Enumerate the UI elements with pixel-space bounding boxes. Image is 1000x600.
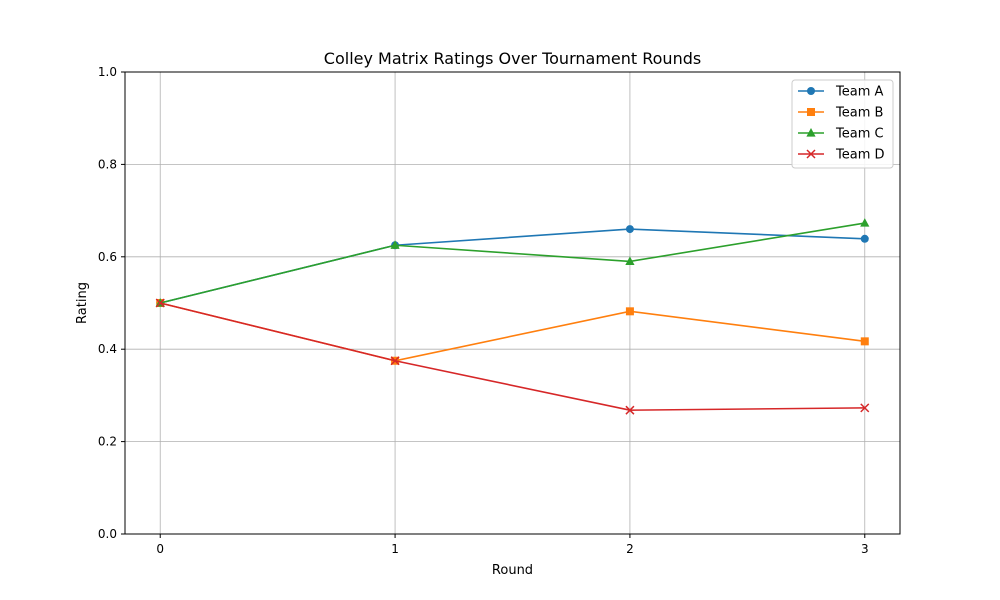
legend-marker <box>806 149 816 159</box>
data-point <box>155 298 165 308</box>
data-point <box>860 337 869 346</box>
series-layer <box>155 218 870 415</box>
legend-marker <box>807 87 815 95</box>
legend-label: Team A <box>835 85 883 100</box>
data-point <box>390 240 400 249</box>
y-tick-label: 0.2 <box>98 435 117 449</box>
x-axis-label: Round <box>492 563 533 578</box>
series-line <box>160 302 865 411</box>
y-axis: 0.0 0.2 0.4 0.6 0.8 1.0 <box>98 65 125 541</box>
series-team-d <box>155 298 870 415</box>
y-tick-label: 0.6 <box>98 250 117 264</box>
data-point <box>625 405 635 415</box>
x-axis: 0 1 2 3 <box>156 534 869 556</box>
legend-entry: Team C <box>798 127 884 142</box>
x-tick-label: 2 <box>626 542 634 556</box>
y-tick-label: 0.8 <box>98 157 117 171</box>
x-tick-label: 3 <box>861 542 869 556</box>
legend-label: Team C <box>835 127 884 142</box>
data-point <box>390 356 400 366</box>
legend: Team A Team B Team C Team D <box>791 79 894 169</box>
legend-entry: Team B <box>798 106 883 121</box>
data-point <box>625 225 634 234</box>
x-tick-label: 1 <box>391 542 399 556</box>
chart-title: Colley Matrix Ratings Over Tournament Ro… <box>324 49 701 68</box>
plot-frame <box>124 71 901 535</box>
series-team-a <box>156 225 869 307</box>
data-point <box>625 307 634 316</box>
data-point <box>625 256 635 266</box>
y-tick-label: 1.0 <box>98 65 117 79</box>
x-tick-label: 0 <box>156 542 164 556</box>
data-point <box>860 218 870 227</box>
series-team-c <box>155 218 870 307</box>
grid <box>125 71 900 535</box>
legend-entry: Team A <box>798 85 883 100</box>
legend-label: Team D <box>835 148 885 163</box>
legend-entry: Team D <box>798 148 885 163</box>
y-tick-label: 0.0 <box>98 527 117 541</box>
legend-label: Team B <box>835 106 883 121</box>
y-tick-label: 0.4 <box>98 342 117 356</box>
series-line <box>160 222 865 304</box>
data-point <box>860 403 870 413</box>
legend-box <box>791 79 894 169</box>
series-team-b <box>156 299 869 365</box>
legend-marker <box>806 128 816 137</box>
legend-marker <box>807 108 815 116</box>
y-axis-label: Rating <box>75 282 90 324</box>
series-line <box>160 302 865 362</box>
data-point <box>860 234 869 243</box>
